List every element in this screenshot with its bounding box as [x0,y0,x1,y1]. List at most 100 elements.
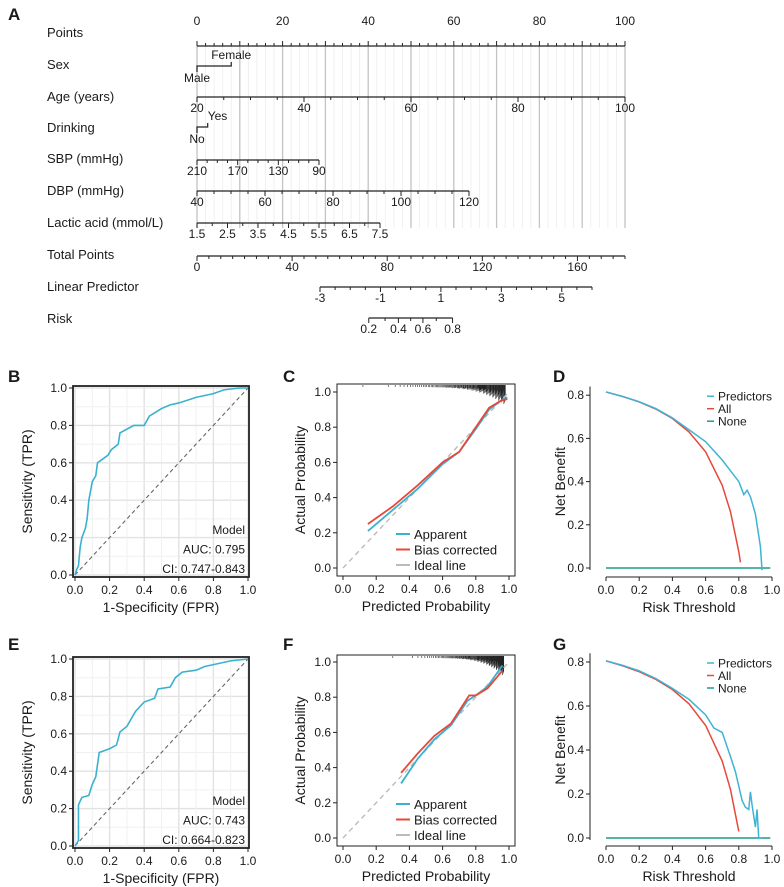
chart-panel-e: 0.0 0.2 0.4 0.6 0.8 1.0 0.0 0.2 0.4 0.6 0.8 1.0 1-Sp… [19,652,257,886]
tick-label: 80 [511,101,525,115]
x-tick-label: 0.6 [170,583,187,597]
y-tick-label: 0.8 [50,418,67,432]
y-tick-label: 0.6 [314,455,331,469]
category-bracket [196,62,232,72]
y-axis-title: Net Benefit [552,715,568,784]
tick-label: 6.5 [341,227,358,241]
tick-label: 40 [190,195,204,209]
reference-diagonal [74,658,249,847]
category-label: No [189,132,205,146]
roc-annotation: Model [212,523,245,537]
y-axis-title: Actual Probability [292,696,308,804]
series-line-predictors [605,660,763,839]
row-label-risk: Risk [47,311,73,326]
y-tick-label: 1.0 [314,385,331,399]
tick-label: 80 [533,14,547,28]
roc-annotation: AUC: 0.743 [183,814,245,828]
tick-label: 0 [194,260,201,274]
row-label-dbp-mmhg: DBP (mmHg) [47,183,124,198]
plot-frame [72,656,250,849]
category-label: Yes [208,109,228,123]
tick-label: 0.6 [415,322,432,336]
x-axis-title: Risk Threshold [642,599,735,615]
y-tick-label: 0.6 [314,725,331,739]
x-axis-title: 1-Specificity (FPR) [103,870,220,886]
tick-label: 5.5 [311,227,328,241]
x-tick-label: 1.0 [240,583,257,597]
x-tick-label: 0.8 [205,854,222,868]
plot-frame [336,654,516,847]
x-tick-label: 1.0 [764,583,781,597]
row-label-linear-predictor: Linear Predictor [47,279,139,294]
y-tick-label: 0.2 [50,802,67,816]
y-tick-label: 0.4 [50,764,67,778]
y-tick-label: 0.8 [314,420,331,434]
chart-panel-c: 0.0 0.2 0.4 0.6 0.8 1.0 0.0 0.2 0.4 0.6 0.8 1.0 Pred… [292,383,518,614]
chart-panel-g: 0.0 0.2 0.4 0.6 0.8 1.0 0.0 0.2 0.4 0.6 0.8 Risk Th… [552,653,781,884]
y-axis-title: Sensitivity (TPR) [19,429,35,533]
tick-label: 120 [472,260,492,274]
tick-label: 80 [326,195,340,209]
x-tick-label: 0.2 [368,582,385,596]
x-axis-title: Predicted Probability [362,598,490,614]
category-bracket [196,123,209,133]
tick-label: 0 [194,14,201,28]
tick-label: 170 [228,164,248,178]
y-axis-title: Actual Probability [292,426,308,534]
tick-label: -1 [375,291,386,305]
y-tick-label: 0.2 [314,526,331,540]
y-tick-label: 0.6 [50,727,67,741]
x-axis-title: Risk Threshold [642,868,735,884]
y-tick-label: 0.0 [314,831,331,845]
panel-label-a: A [8,5,20,24]
x-tick-label: 0.2 [101,854,118,868]
panel-label-f: F [283,635,293,654]
row-label-age-years: Age (years) [47,89,114,104]
axis-sbp-mmhg: 210 170 130 90 [187,159,326,178]
tick-label: 90 [312,164,326,178]
row-label-sbp-mmhg: SBP (mmHg) [47,151,123,166]
tick-label: 100 [391,195,411,209]
roc-annotation: AUC: 0.795 [183,543,245,557]
tick-label: 60 [404,101,418,115]
tick-label: 4.5 [280,227,297,241]
panel-label-c: C [283,367,295,386]
y-tick-label: 0.4 [50,493,67,507]
x-tick-label: 0.0 [598,852,615,866]
charts: 0.0 0.2 0.4 0.6 0.8 1.0 0.0 0.2 0.4 0.6 0.8 1.0 1-Sp… [19,381,781,886]
x-tick-label: 0.6 [697,583,714,597]
tick-label: 100 [615,101,635,115]
chart-panel-b: 0.0 0.2 0.4 0.6 0.8 1.0 0.0 0.2 0.4 0.6 0.8 1.0 1-Sp… [19,381,257,615]
y-tick-label: 0.8 [314,690,331,704]
tick-label: 60 [258,195,272,209]
tick-label: 160 [567,260,587,274]
tick-label: 1 [438,291,445,305]
panel-label-b: B [8,367,20,386]
roc-annotation: CI: 0.664-0.823 [162,833,245,847]
legend-label: All [718,402,731,416]
panel-label-g: G [553,635,566,654]
x-tick-label: 1.0 [240,854,257,868]
row-label-drinking: Drinking [47,120,95,135]
x-tick-label: 0.8 [730,852,747,866]
x-tick-label: 0.2 [368,852,385,866]
row-label-sex: Sex [47,57,70,72]
tick-label: 20 [190,101,204,115]
y-tick-label: 0.4 [314,491,331,505]
series-line-bias-corrected [367,398,508,525]
y-tick-label: 0.6 [567,431,584,445]
tick-label: 0.2 [360,322,377,336]
row-label-points: Points [47,25,84,40]
x-tick-label: 0.0 [598,583,615,597]
x-tick-label: 0.4 [401,852,418,866]
y-tick-label: 0.8 [50,689,67,703]
y-tick-label: 0.4 [567,475,584,489]
y-tick-label: 0.0 [50,839,67,853]
tick-label: 5 [558,291,565,305]
x-tick-label: 0.8 [467,582,484,596]
x-axis-title: Predicted Probability [362,868,490,884]
tick-label: 3.5 [250,227,267,241]
x-tick-label: 0.2 [631,583,648,597]
